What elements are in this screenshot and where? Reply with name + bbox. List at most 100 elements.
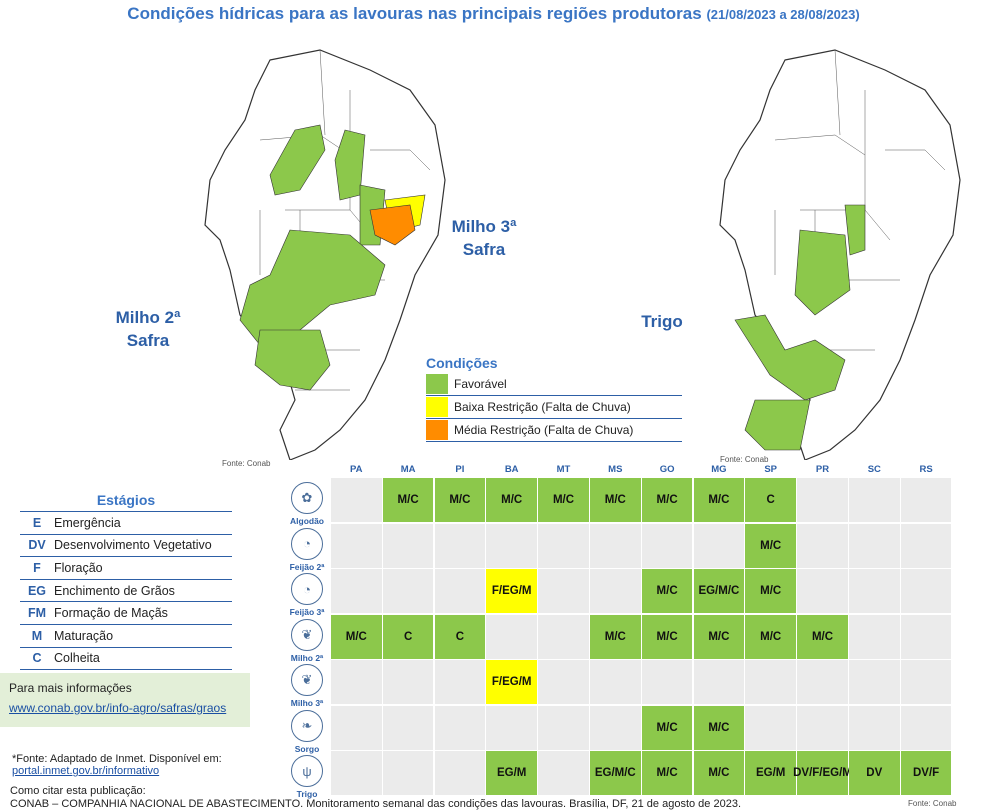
- table-cell: [849, 478, 900, 523]
- state-header-pr: PR: [815, 464, 830, 475]
- estagio-row: FM Formação de Maçãs: [20, 602, 232, 625]
- citar-label: Como citar esta publicação:: [10, 785, 146, 797]
- swatch-media: [426, 420, 448, 440]
- region-favoravel-pa: [269, 124, 326, 196]
- table-cell: [849, 569, 900, 614]
- info-text: Para mais informações: [9, 681, 132, 695]
- estagio-code: C: [32, 651, 42, 666]
- table-cell: M/C: [331, 614, 382, 659]
- table-cell: DV: [849, 751, 900, 796]
- fonte-bottom: Fonte: Conab: [908, 799, 957, 808]
- swatch-baixa: [426, 397, 448, 417]
- table-cell: [434, 569, 486, 614]
- label-milho2-line1: Milho 2ª: [115, 308, 181, 327]
- state-header-rs: RS: [919, 464, 933, 475]
- estagio-label: Enchimento de Grãos: [54, 583, 175, 598]
- table-cell: C: [434, 614, 486, 659]
- estagios-header: Estágios: [20, 492, 232, 512]
- estagio-label: Maturação: [54, 628, 114, 643]
- label-milho3-line2: Safra: [462, 240, 506, 259]
- table-cell: F/EG/M: [486, 660, 537, 705]
- table-cell: [900, 569, 952, 614]
- table-cell: [331, 660, 382, 705]
- estagio-code: E: [32, 515, 42, 530]
- state-header-sc: SC: [867, 464, 881, 475]
- footnote-link[interactable]: portal.inmet.gov.br/informativo: [12, 765, 160, 777]
- estagio-code: DV: [28, 538, 46, 553]
- table-cell: EG/M/C: [693, 569, 745, 614]
- crop-icon: ❦: [291, 664, 323, 696]
- table-cell: M/C: [641, 569, 693, 614]
- state-header-mt: MT: [556, 464, 571, 475]
- crop-name: Milho 3ª: [290, 698, 324, 708]
- footnote-text: *Fonte: Adaptado de Inmet. Disponível em…: [12, 753, 222, 765]
- citation-text: CONAB – COMPANHIA NACIONAL DE ABASTECIME…: [10, 798, 742, 810]
- crop-name: Sorgo: [294, 743, 320, 754]
- brazil-map-trigo: [719, 49, 961, 460]
- table-cell: [486, 705, 537, 750]
- region-media-ba: [369, 204, 416, 246]
- info-link[interactable]: www.conab.gov.br/info-agro/safras/graos: [9, 701, 227, 715]
- state-header-ma: MA: [400, 464, 416, 475]
- estagio-row: DV Desenvolvimento Vegetativo: [20, 535, 232, 558]
- label-trigo: Trigo: [641, 312, 683, 331]
- estagio-row: M Maturação: [20, 625, 232, 648]
- swatch-favoravel: [426, 374, 448, 394]
- table-cell: M/C: [693, 478, 745, 523]
- crop-icon: ❦: [291, 618, 323, 651]
- table-cell: EG/M: [745, 751, 796, 796]
- estagio-code: FM: [27, 606, 47, 621]
- table-cell: M/C: [590, 614, 641, 659]
- table-cell: [331, 705, 382, 750]
- legend-label: Baixa Restrição (Falta de Chuva): [454, 400, 631, 414]
- table-cell: [900, 614, 952, 659]
- map-label-milho2: Milho 2ª Safra: [100, 306, 196, 352]
- page-title: Condições hídricas para as lavouras nas …: [0, 4, 987, 24]
- table-cell: [331, 478, 382, 523]
- table-cell: M/C: [538, 478, 589, 523]
- state-header-ms: MS: [608, 464, 623, 475]
- estagio-row: C Colheita: [20, 648, 232, 671]
- table-cell: M/C: [693, 705, 745, 750]
- crop-label: ❦ Milho 3ª: [284, 664, 330, 708]
- legend-item: Favorável: [426, 373, 682, 396]
- crop-label: ❦ Milho 2ª: [284, 618, 330, 663]
- table-cell: [849, 614, 900, 659]
- table-cell: M/C: [590, 478, 641, 523]
- crop-label: ❧ Sorgo: [284, 709, 330, 754]
- state-header-go: GO: [659, 464, 675, 475]
- table-cell: [797, 660, 848, 705]
- estagio-row: F Floração: [20, 557, 232, 580]
- table-cell: [538, 751, 589, 796]
- crop-name: Milho 2ª: [290, 652, 324, 663]
- table-cell: [434, 660, 486, 705]
- table-cell: [641, 523, 693, 568]
- table-cell: M/C: [434, 478, 486, 523]
- region-favoravel-ma: [334, 129, 366, 201]
- estagio-code: EG: [27, 583, 47, 598]
- table-cell: [331, 569, 382, 614]
- table-cell: [434, 523, 486, 568]
- crop-icon: ◔: [291, 573, 323, 605]
- table-cell: M/C: [797, 614, 848, 659]
- table-cell: [538, 569, 589, 614]
- table-cell: M/C: [641, 751, 693, 796]
- table-cell: M/C: [641, 614, 693, 659]
- estagio-label: Formação de Maçãs: [54, 606, 168, 621]
- table-cell: [538, 614, 589, 659]
- legend-item: Baixa Restrição (Falta de Chuva): [426, 396, 682, 419]
- table-cell: C: [745, 478, 796, 523]
- state-header-ba: BA: [504, 464, 519, 475]
- table-cell: [745, 660, 796, 705]
- crop-label: ✿ Algodão: [284, 482, 330, 526]
- estagios-legend: Estágios E Emergência DV Desenvolvimento V…: [20, 492, 232, 671]
- table-cell: [797, 569, 848, 614]
- table-cell: EG/M: [486, 751, 537, 796]
- legend-label: Média Restrição (Falta de Chuva): [454, 423, 634, 437]
- estagio-code: M: [31, 628, 43, 643]
- fonte-map-left: Fonte: Conab: [222, 459, 271, 468]
- label-milho3-line1: Milho 3ª: [451, 217, 517, 236]
- table-cell: [745, 705, 796, 750]
- table-cell: M/C: [745, 523, 796, 568]
- table-cell: [382, 751, 434, 796]
